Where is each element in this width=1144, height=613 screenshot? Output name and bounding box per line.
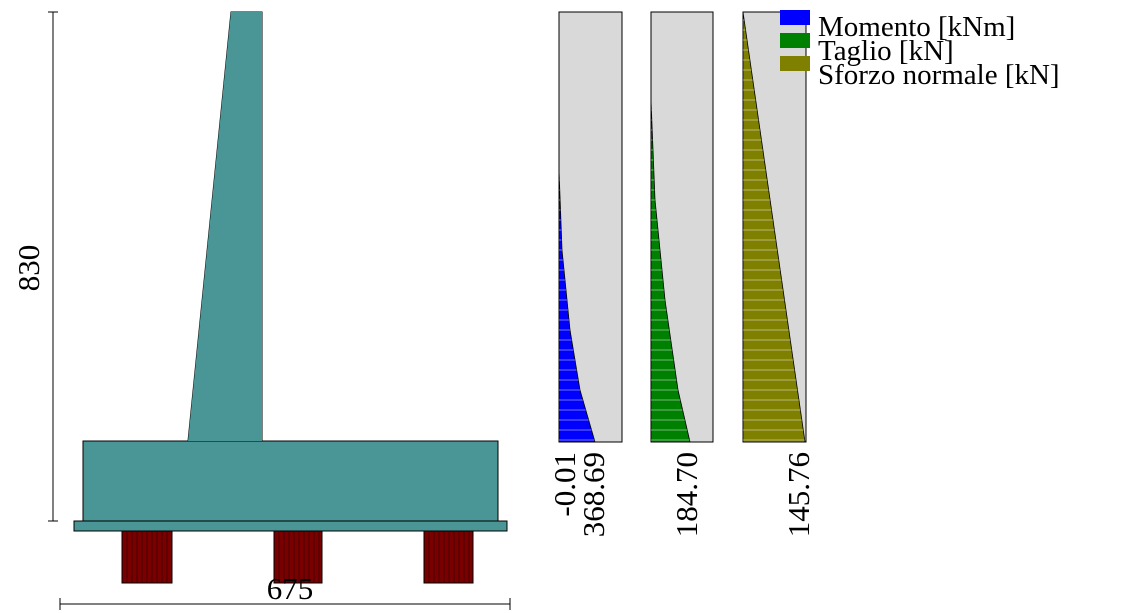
legend-label: Sforzo normale [kN] <box>818 59 1060 91</box>
footing <box>82 440 499 522</box>
legend-label: Taglio [kN] <box>818 35 954 67</box>
base-slab <box>73 520 508 532</box>
legend-swatch <box>780 56 810 71</box>
normal-diagram <box>742 11 806 443</box>
stem-fill <box>188 12 262 441</box>
legend: Momento [kNm] Taglio [kN] Sforzo normale… <box>780 10 1060 91</box>
height-label: 830 <box>11 245 46 292</box>
piles <box>121 530 474 584</box>
normal-label: 145.76 <box>781 452 816 537</box>
legend-label: Momento [kNm] <box>818 11 1015 43</box>
moment-bottom-label: 368.69 <box>576 452 611 537</box>
diagrams: -0.01 368.69 184.70 145.76 <box>547 11 816 537</box>
shear-label: 184.70 <box>669 452 704 537</box>
moment-top-label: -0.01 <box>547 452 582 517</box>
legend-swatch <box>780 10 810 25</box>
width-label: 675 <box>267 571 314 606</box>
pile <box>423 530 474 584</box>
moment-diagram <box>558 169 596 443</box>
wall-drawing: 830 675 <box>11 11 511 610</box>
shear-diagram <box>650 99 691 443</box>
legend-swatch <box>780 33 810 48</box>
